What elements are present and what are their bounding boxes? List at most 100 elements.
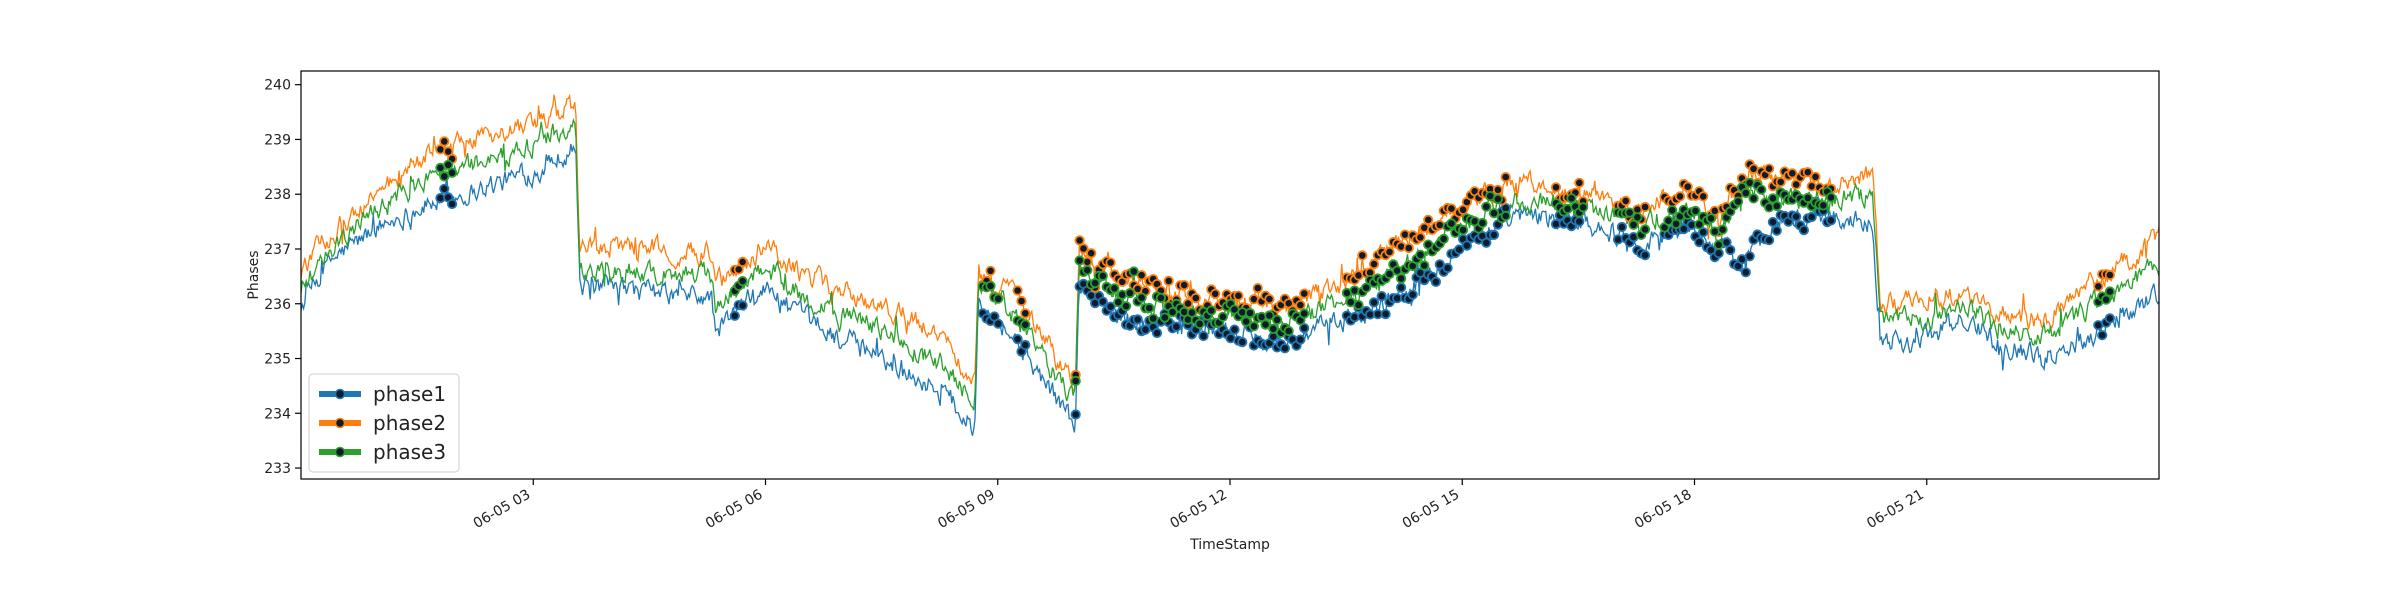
legend-marker (334, 446, 346, 458)
marker-point-phase2 (1492, 184, 1504, 195)
marker-point-phase2 (1182, 298, 1194, 309)
marker-point-phase3 (1159, 312, 1170, 323)
marker-point-phase2 (1020, 308, 1031, 319)
marker-point-phase3 (1109, 283, 1120, 294)
legend-marker (334, 417, 346, 429)
marker-point-phase1 (1698, 227, 1709, 238)
marker-point-phase1 (1132, 314, 1143, 325)
legend-label: phase3 (373, 440, 446, 464)
marker-point-phase1 (446, 198, 458, 210)
marker-point-phase3 (1241, 316, 1252, 327)
marker-point-phase3 (1733, 196, 1744, 207)
marker-point-phase3 (985, 280, 996, 291)
marker-point-phase3 (1128, 266, 1139, 277)
marker-point-phase2 (1620, 195, 1631, 206)
marker-point-phase1 (1454, 244, 1465, 255)
marker-point-phase3 (1283, 325, 1294, 337)
marker-point-phase2 (1190, 292, 1201, 304)
marker-point-phase3 (1477, 217, 1488, 229)
marker-point-phase1 (1640, 250, 1651, 261)
marker-point-phase2 (1136, 270, 1147, 281)
marker-point-phase2 (1295, 299, 1306, 311)
marker-point-phase3 (1353, 299, 1364, 311)
marker-point-phase1 (1396, 282, 1407, 293)
marker-point-phase3 (1458, 224, 1469, 236)
marker-point-phase2 (1682, 181, 1693, 192)
marker-point-phase2 (1764, 163, 1775, 174)
marker-point-phase3 (1082, 265, 1093, 276)
y-tick-label: 237 (264, 242, 291, 258)
marker-point-phase3 (1124, 287, 1136, 299)
marker-point-phase1 (1488, 229, 1500, 240)
marker-point-phase2 (1179, 279, 1190, 291)
marker-point-phase3 (1640, 224, 1651, 235)
marker-point-phase1 (1151, 327, 1163, 339)
marker-point-phase2 (1500, 172, 1511, 183)
marker-point-phase3 (993, 293, 1004, 304)
marker-point-phase3 (1074, 255, 1085, 266)
marker-point-phase3 (1500, 210, 1511, 221)
marker-point-phase3 (1705, 213, 1717, 224)
marker-point-phase1 (1725, 244, 1736, 256)
marker-point-phase1 (1097, 296, 1108, 307)
marker-point-phase3 (1690, 205, 1701, 216)
marker-point-phase1 (1229, 324, 1240, 335)
marker-point-phase1 (1279, 343, 1291, 354)
marker-point-phase1 (1791, 211, 1802, 222)
y-axis-label: Phases (246, 250, 262, 299)
y-tick-label: 234 (264, 406, 291, 422)
marker-point-phase2 (1403, 242, 1414, 254)
series-markers-phase3 (435, 159, 2115, 387)
marker-point-phase1 (1198, 330, 1209, 342)
marker-point-phase1 (1012, 333, 1023, 345)
legend-label: phase2 (373, 411, 446, 435)
marker-point-phase1 (1368, 297, 1380, 308)
marker-point-phase3 (1628, 219, 1639, 230)
marker-point-phase2 (1210, 288, 1221, 299)
marker-point-phase3 (1671, 218, 1682, 229)
marker-point-phase1 (1771, 225, 1782, 236)
marker-point-phase3 (1148, 313, 1159, 324)
marker-point-phase3 (1438, 233, 1449, 244)
marker-point-phase1 (1767, 216, 1779, 228)
marker-point-phase3 (1767, 193, 1779, 204)
marker-point-phase1 (737, 300, 748, 311)
marker-point-phase1 (1070, 409, 1081, 420)
marker-point-phase3 (1624, 207, 1635, 218)
marker-point-phase3 (1244, 307, 1256, 319)
marker-point-phase2 (1810, 171, 1821, 182)
marker-point-phase2 (1423, 214, 1434, 225)
marker-point-phase2 (1264, 293, 1275, 305)
marker-point-phase1 (1481, 237, 1492, 248)
marker-point-phase3 (1217, 311, 1229, 322)
marker-point-phase2 (1775, 176, 1786, 187)
marker-point-phase2 (1787, 168, 1798, 179)
marker-point-phase2 (1252, 282, 1263, 294)
marker-point-phase2 (733, 264, 744, 275)
marker-point-phase1 (1806, 211, 1817, 223)
marker-point-phase3 (1825, 192, 1837, 203)
marker-point-phase2 (1446, 203, 1457, 214)
marker-point-phase1 (993, 318, 1004, 329)
marker-point-phase2 (985, 265, 996, 276)
marker-point-phase3 (1446, 218, 1457, 229)
marker-point-phase3 (1136, 292, 1147, 303)
marker-point-phase1 (1105, 301, 1116, 312)
marker-point-phase3 (1144, 302, 1155, 314)
marker-point-phase2 (1415, 232, 1426, 243)
marker-point-phase3 (1419, 260, 1430, 271)
marker-point-phase2 (1458, 204, 1469, 215)
marker-point-phase3 (2101, 294, 2112, 305)
legend-box (308, 373, 460, 473)
marker-point-phase1 (1171, 321, 1182, 332)
marker-point-phase1 (1574, 216, 1585, 227)
marker-point-phase1 (1713, 248, 1724, 259)
marker-point-phase3 (1121, 301, 1132, 312)
marker-point-phase3 (1248, 321, 1260, 332)
marker-point-phase3 (1488, 208, 1500, 219)
marker-point-phase2 (1384, 246, 1395, 257)
y-tick-label: 239 (264, 132, 291, 148)
marker-point-phase2 (1574, 177, 1585, 188)
